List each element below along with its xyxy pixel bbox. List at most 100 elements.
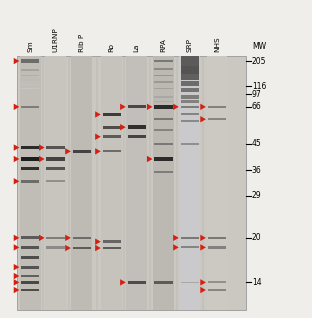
Bar (181, 56, 199, 66)
Bar (154, 96, 173, 98)
Polygon shape (200, 287, 206, 293)
Bar (21, 84, 39, 85)
Bar (208, 118, 226, 120)
Bar (46, 237, 65, 239)
Polygon shape (173, 244, 179, 251)
Bar (21, 275, 39, 277)
Bar (21, 106, 39, 108)
Bar (154, 281, 173, 284)
Bar (154, 157, 173, 161)
Polygon shape (120, 124, 126, 130)
Polygon shape (200, 244, 206, 251)
Bar (181, 66, 199, 74)
Bar (208, 246, 226, 249)
Bar (154, 60, 173, 62)
Text: 36: 36 (252, 166, 261, 175)
Text: NHS: NHS (214, 36, 220, 52)
Bar (179, 56, 200, 310)
Bar (73, 247, 91, 250)
Bar (21, 281, 39, 284)
Polygon shape (14, 156, 19, 162)
Bar (21, 266, 39, 268)
Polygon shape (39, 144, 45, 151)
Bar (181, 88, 199, 92)
Polygon shape (120, 279, 126, 286)
Polygon shape (200, 235, 206, 241)
Text: 14: 14 (252, 278, 261, 287)
Bar (181, 246, 199, 248)
Bar (103, 240, 121, 243)
Bar (181, 113, 199, 115)
Polygon shape (14, 58, 19, 64)
Text: 66: 66 (252, 102, 261, 111)
Text: RPA: RPA (160, 38, 167, 52)
Bar (73, 237, 91, 239)
Bar (128, 281, 146, 284)
Bar (103, 150, 121, 152)
Bar (181, 120, 199, 122)
Polygon shape (39, 235, 45, 241)
Bar (154, 75, 173, 77)
Bar (208, 237, 226, 239)
Bar (153, 56, 174, 310)
Polygon shape (14, 264, 19, 270)
Polygon shape (147, 156, 153, 162)
Polygon shape (200, 104, 206, 110)
Bar (208, 106, 226, 108)
Polygon shape (14, 279, 19, 286)
Bar (17, 56, 246, 310)
Polygon shape (39, 156, 45, 162)
Bar (73, 150, 91, 153)
Bar (71, 56, 92, 310)
Bar (21, 157, 39, 161)
Bar (154, 105, 173, 108)
Bar (126, 56, 147, 310)
Text: 97: 97 (252, 90, 261, 99)
Polygon shape (200, 279, 206, 286)
Bar (21, 180, 39, 183)
Bar (21, 237, 39, 239)
Bar (103, 135, 121, 138)
Bar (21, 167, 39, 170)
Polygon shape (65, 245, 71, 251)
Polygon shape (95, 148, 101, 155)
Bar (181, 100, 199, 103)
Bar (181, 282, 199, 283)
Bar (208, 289, 226, 291)
Bar (46, 167, 65, 170)
Bar (46, 180, 65, 182)
Polygon shape (65, 148, 71, 155)
Text: Sm: Sm (27, 40, 33, 52)
Text: MW: MW (252, 42, 266, 51)
Bar (20, 56, 41, 310)
Bar (21, 75, 39, 77)
Bar (46, 146, 65, 149)
Bar (21, 59, 39, 63)
Text: Ro: Ro (109, 43, 115, 52)
Polygon shape (95, 134, 101, 140)
Bar (181, 81, 199, 86)
Polygon shape (200, 116, 206, 122)
Bar (21, 146, 39, 149)
Polygon shape (147, 104, 153, 110)
Text: 29: 29 (252, 191, 261, 200)
Bar (181, 237, 199, 239)
Bar (103, 126, 121, 128)
Bar (154, 68, 173, 70)
Bar (103, 113, 121, 116)
Bar (207, 56, 227, 310)
Bar (154, 129, 173, 131)
Bar (181, 95, 199, 99)
Polygon shape (173, 235, 179, 241)
Bar (45, 56, 66, 310)
Polygon shape (14, 144, 19, 151)
Bar (128, 105, 146, 108)
Text: La: La (134, 44, 140, 52)
Polygon shape (14, 104, 19, 110)
Bar (21, 88, 39, 89)
Polygon shape (14, 273, 19, 279)
Text: 20: 20 (252, 233, 261, 242)
Bar (154, 101, 173, 102)
Polygon shape (95, 238, 101, 245)
Polygon shape (14, 287, 19, 293)
